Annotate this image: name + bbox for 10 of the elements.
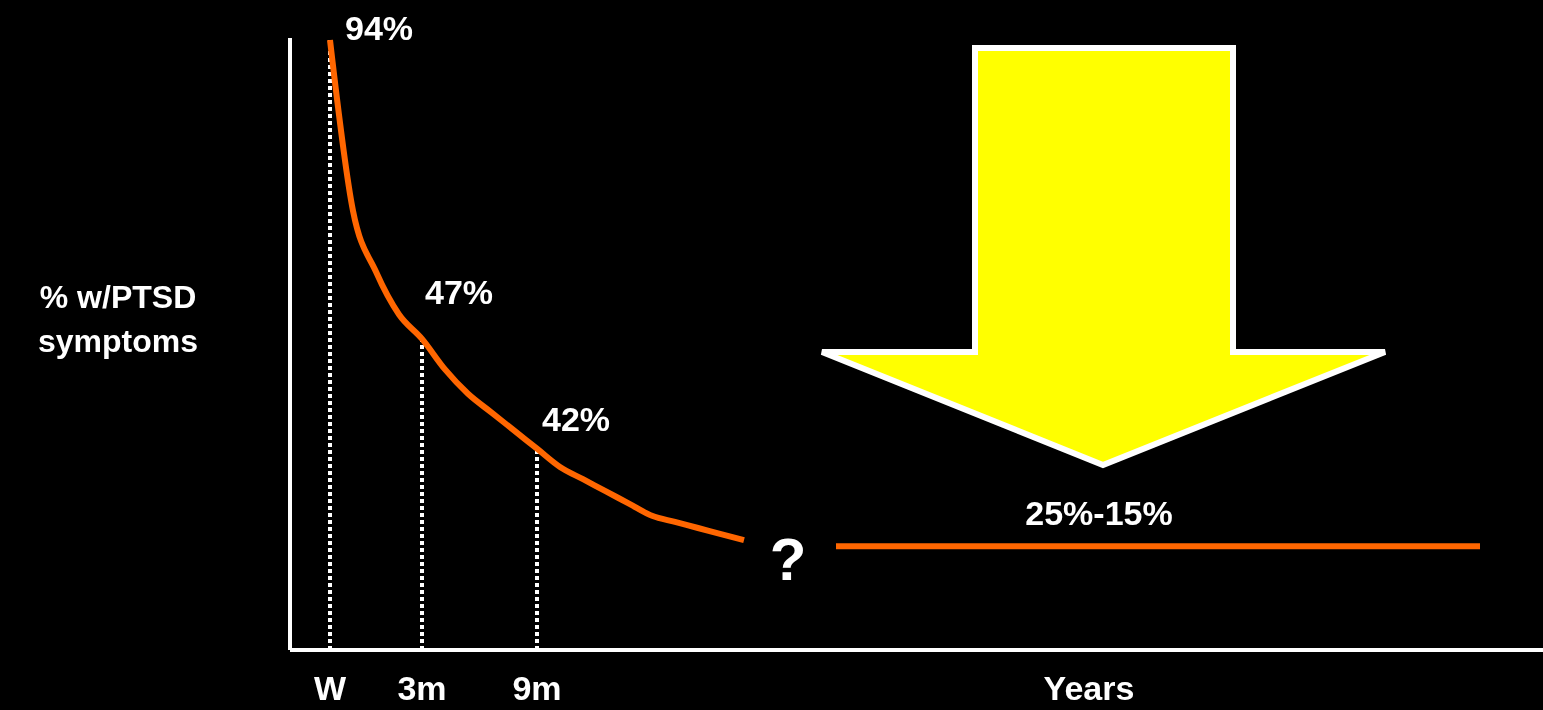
x-tick-label: W bbox=[313, 669, 347, 707]
x-tick-label: 3m bbox=[397, 669, 447, 707]
annotation: ? bbox=[769, 526, 807, 593]
annotation: 94% bbox=[345, 9, 414, 47]
x-tick-label: Years bbox=[1043, 669, 1135, 707]
annotation: 42% bbox=[542, 399, 611, 438]
x-tick-label: 9m bbox=[512, 669, 562, 707]
annotation: 47% bbox=[425, 272, 494, 311]
y-axis-title: % w/PTSD symptoms bbox=[37, 279, 199, 359]
annotation: 25%-15% bbox=[1025, 494, 1173, 533]
